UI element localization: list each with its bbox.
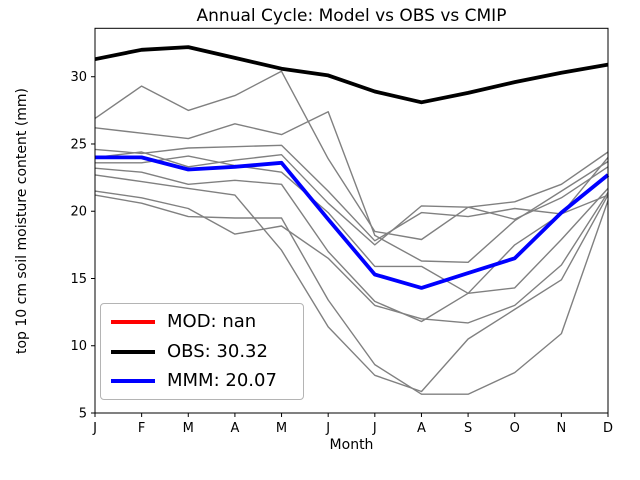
legend-label-obs: OBS: 30.32 <box>167 340 268 362</box>
y-tick-label: 20 <box>70 205 87 220</box>
chart-title: Annual Cycle: Model vs OBS vs CMIP <box>196 6 507 26</box>
y-tick-label: 10 <box>70 339 87 354</box>
legend-entry-mmm: MMM: 20.07 <box>111 372 293 390</box>
cmip-9-line <box>94 151 609 246</box>
y-tick-label: 25 <box>70 137 87 152</box>
x-tick-label: J <box>325 421 330 436</box>
x-tick-label: N <box>556 421 566 436</box>
cmip-7-line <box>94 194 609 395</box>
x-tick-label: J <box>92 421 97 436</box>
obs-line <box>94 45 609 105</box>
legend-entry-mod: MOD: nan <box>111 313 293 331</box>
x-tick-label: M <box>276 421 287 436</box>
cmip-8-line <box>94 190 609 324</box>
y-axis-label: top 10 cm soil moisture content (mm) <box>14 87 30 355</box>
legend-box: MOD: nan OBS: 30.32 MMM: 20.07 <box>100 303 304 400</box>
axes: J F M A M J J A S O N D 5 10 15 20 25 30 <box>70 27 613 436</box>
cmip-3-line <box>94 144 609 242</box>
cmip-5-line <box>94 167 609 323</box>
x-tick-label: J <box>372 421 377 436</box>
x-tick-label: A <box>230 421 239 436</box>
y-tick-label: 30 <box>70 70 87 85</box>
cmip-1-line <box>94 70 609 241</box>
legend-entry-obs: OBS: 30.32 <box>111 340 293 362</box>
x-tick-label: F <box>138 421 145 436</box>
x-tick-label: O <box>510 421 520 436</box>
y-tick-label: 15 <box>70 272 87 287</box>
plot-spines <box>94 27 609 414</box>
x-tick-label: D <box>603 421 613 436</box>
mod-line-swatch <box>111 320 155 324</box>
mmm-line-swatch <box>111 379 155 383</box>
x-tick-label: M <box>183 421 194 436</box>
cmip-4-line <box>95 155 609 294</box>
legend-label-mod: MOD: nan <box>167 311 257 332</box>
obs-line-swatch <box>111 349 155 354</box>
x-tick-label: A <box>417 421 426 436</box>
y-tick-label: 5 <box>79 407 87 422</box>
cmip-6-line <box>94 174 609 393</box>
legend-label-mmm: MMM: 20.07 <box>167 370 277 391</box>
mmm-line <box>95 155 610 290</box>
x-axis-label: Month <box>329 437 374 453</box>
plot-lines <box>94 45 610 395</box>
x-tick-label: S <box>464 421 472 436</box>
